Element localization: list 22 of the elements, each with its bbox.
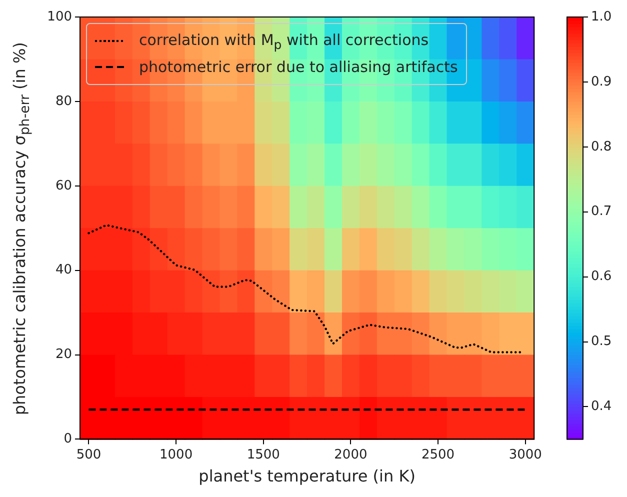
color-bar-label: 0.4 bbox=[591, 399, 612, 414]
x-tick-label: 500 bbox=[76, 447, 102, 462]
y-tick-label: 20 bbox=[55, 347, 72, 362]
y-tick-label: 80 bbox=[55, 94, 72, 109]
y-tick-label: 0 bbox=[64, 432, 72, 447]
color-bar-label: 0.9 bbox=[591, 74, 612, 90]
x-tick-label: 1500 bbox=[246, 447, 280, 462]
x-tick-label: 3000 bbox=[508, 447, 542, 462]
x-axis-title: planet's temperature (in K) bbox=[198, 466, 416, 486]
legend-label: photometric error due to alliasing artifacts bbox=[139, 58, 458, 76]
color-bar-label: 1.0 bbox=[591, 9, 612, 24]
x-tick-label: 1000 bbox=[160, 447, 193, 462]
x-tick-label: 2500 bbox=[421, 447, 455, 462]
color-bar-label: 0.6 bbox=[591, 269, 612, 284]
color-bar-label: 0.8 bbox=[591, 139, 612, 154]
color-bar-label: 0.5 bbox=[591, 334, 612, 350]
y-tick-label: 100 bbox=[47, 9, 72, 24]
color-bar-label: 0.7 bbox=[591, 204, 612, 220]
x-tick-label: 2000 bbox=[334, 447, 368, 462]
legend-label: correlation with M$_{p}$ with all corrections bbox=[139, 30, 429, 52]
y-tick-label: 60 bbox=[55, 178, 72, 194]
y-tick-label: 40 bbox=[55, 262, 72, 278]
